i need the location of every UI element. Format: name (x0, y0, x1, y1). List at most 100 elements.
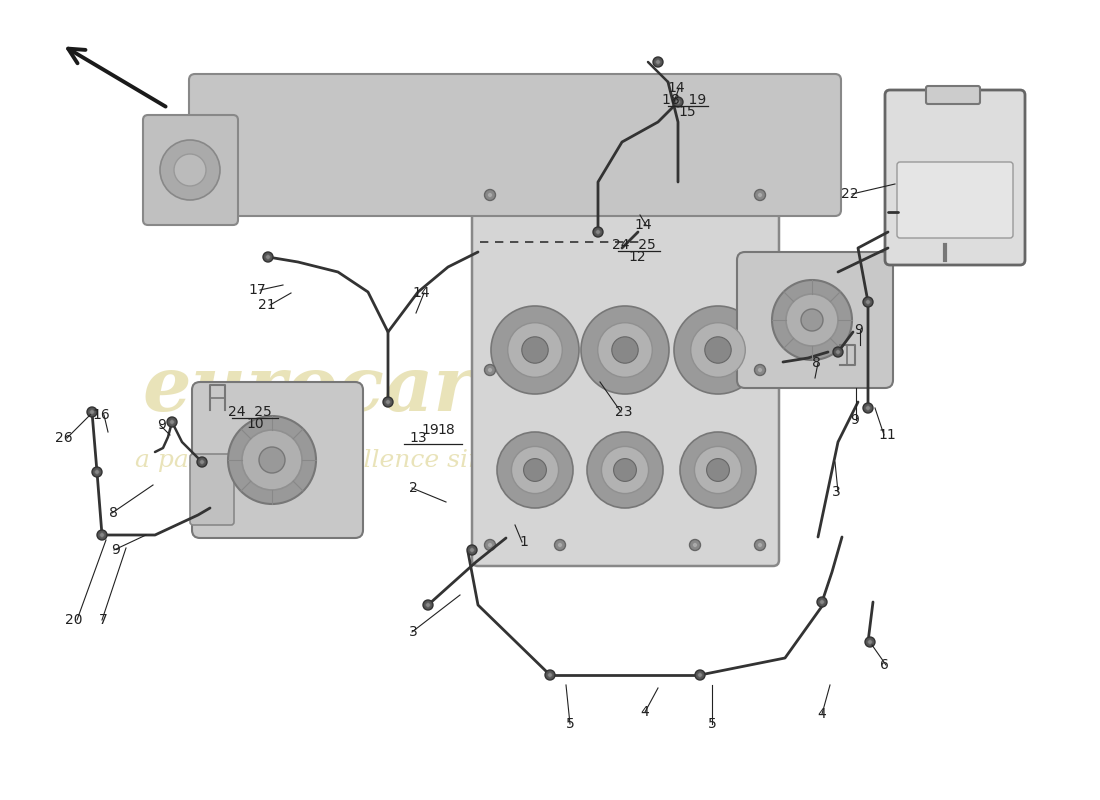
Text: 22: 22 (840, 187, 858, 201)
Circle shape (675, 100, 680, 104)
Circle shape (864, 403, 873, 413)
Circle shape (497, 432, 573, 508)
Circle shape (512, 446, 559, 494)
Circle shape (596, 230, 601, 234)
Circle shape (558, 542, 562, 547)
Text: 9: 9 (850, 413, 859, 427)
Circle shape (386, 400, 390, 404)
Text: 14: 14 (668, 81, 685, 95)
Circle shape (695, 670, 705, 680)
Circle shape (755, 539, 766, 550)
Circle shape (673, 97, 683, 107)
Circle shape (200, 460, 205, 464)
Circle shape (653, 57, 663, 67)
Circle shape (581, 306, 669, 394)
Circle shape (100, 533, 104, 538)
Circle shape (820, 600, 824, 604)
Circle shape (772, 280, 852, 360)
Text: 24  25: 24 25 (228, 405, 272, 419)
Text: 15: 15 (679, 105, 696, 119)
Circle shape (593, 227, 603, 237)
FancyArrowPatch shape (68, 49, 166, 106)
Circle shape (697, 673, 702, 678)
Circle shape (817, 597, 827, 607)
Text: 14: 14 (412, 286, 430, 300)
Text: 8: 8 (812, 356, 821, 370)
Text: 3: 3 (409, 625, 418, 639)
FancyBboxPatch shape (143, 115, 238, 225)
FancyBboxPatch shape (737, 252, 893, 388)
Circle shape (487, 193, 493, 198)
Circle shape (197, 457, 207, 467)
Circle shape (160, 140, 220, 200)
Circle shape (758, 367, 762, 373)
Text: 23: 23 (615, 405, 632, 419)
Circle shape (508, 322, 562, 378)
Circle shape (426, 602, 430, 607)
Circle shape (614, 458, 637, 482)
Circle shape (228, 416, 316, 504)
Text: 12: 12 (628, 250, 646, 264)
Circle shape (242, 430, 302, 490)
Text: 5: 5 (565, 717, 574, 731)
Circle shape (524, 458, 547, 482)
Circle shape (167, 417, 177, 427)
FancyBboxPatch shape (886, 90, 1025, 265)
Circle shape (836, 350, 840, 354)
Text: 18  19: 18 19 (662, 93, 706, 107)
Circle shape (674, 306, 762, 394)
Text: 8: 8 (109, 506, 118, 520)
FancyBboxPatch shape (189, 74, 842, 216)
Circle shape (424, 600, 433, 610)
Text: 4: 4 (640, 705, 649, 719)
Text: 1: 1 (519, 535, 528, 549)
Circle shape (487, 542, 493, 547)
Text: 17: 17 (249, 283, 266, 297)
Circle shape (258, 447, 285, 473)
Circle shape (544, 670, 556, 680)
Circle shape (693, 542, 697, 547)
Text: 14: 14 (635, 218, 652, 232)
Circle shape (866, 300, 870, 304)
Circle shape (468, 545, 477, 555)
Circle shape (864, 297, 873, 307)
Circle shape (587, 432, 663, 508)
Circle shape (554, 539, 565, 550)
Circle shape (548, 673, 552, 678)
Text: 9: 9 (157, 418, 166, 432)
Text: 3: 3 (832, 485, 840, 499)
Circle shape (694, 446, 741, 494)
Text: 6: 6 (880, 658, 889, 672)
Circle shape (470, 548, 474, 552)
Circle shape (866, 406, 870, 410)
FancyBboxPatch shape (896, 162, 1013, 238)
Circle shape (706, 458, 729, 482)
Circle shape (691, 322, 746, 378)
Circle shape (266, 254, 271, 259)
Circle shape (484, 190, 495, 201)
Circle shape (680, 432, 756, 508)
Circle shape (97, 530, 107, 540)
FancyBboxPatch shape (472, 174, 779, 566)
Circle shape (758, 193, 762, 198)
Circle shape (612, 337, 638, 363)
Text: 4: 4 (817, 707, 826, 721)
Circle shape (263, 252, 273, 262)
Text: 20: 20 (66, 613, 82, 627)
Circle shape (690, 539, 701, 550)
Circle shape (383, 397, 393, 407)
Text: 9: 9 (854, 323, 862, 337)
Circle shape (868, 640, 872, 644)
Circle shape (602, 446, 649, 494)
Circle shape (755, 365, 766, 375)
Text: 26: 26 (55, 431, 73, 445)
Circle shape (833, 347, 843, 357)
Text: 19: 19 (421, 423, 439, 437)
Text: 11: 11 (878, 428, 895, 442)
Circle shape (484, 365, 495, 375)
Circle shape (484, 539, 495, 550)
Circle shape (758, 542, 762, 547)
Text: 9: 9 (111, 543, 120, 557)
Circle shape (705, 337, 732, 363)
Circle shape (597, 322, 652, 378)
